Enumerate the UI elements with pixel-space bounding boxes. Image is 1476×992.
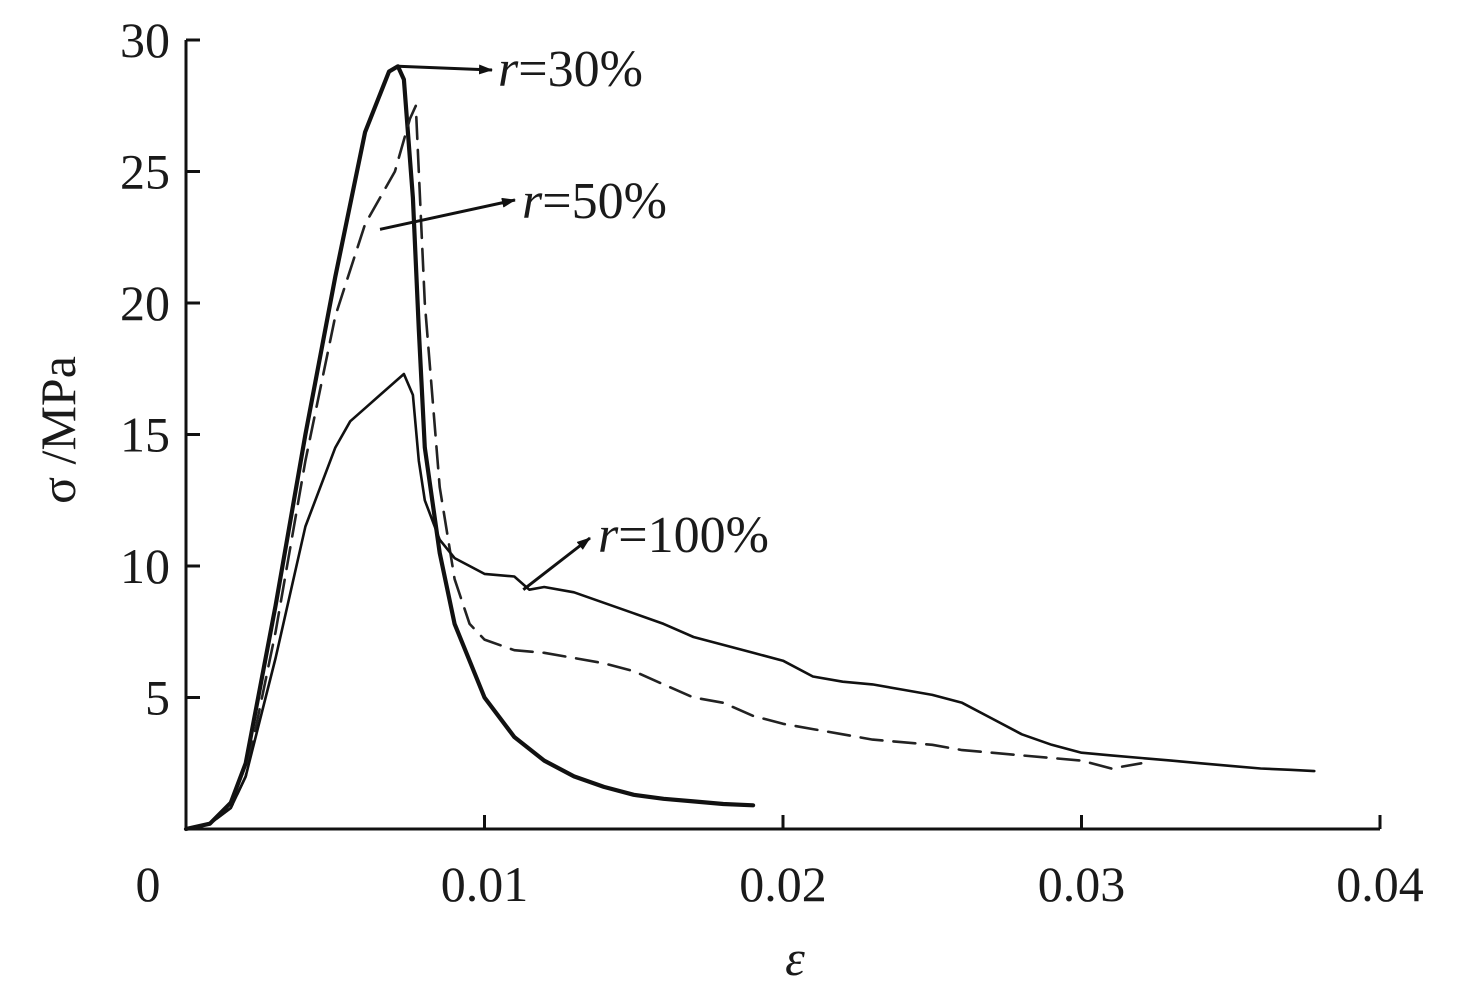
annotation-prefix: r [522,173,543,230]
annotation-arrow [397,64,493,75]
axes: 5 10 15 20 25 30 0 0.01 0.02 0.03 0.04 [120,12,1424,912]
x-tick-label: 0.04 [1336,856,1424,912]
y-axis-label: σ /MPa [30,356,86,504]
y-tick-label: 30 [120,12,170,68]
series-line-30pct [183,64,756,832]
annotation-arrow [522,536,591,591]
y-tick-label: 5 [145,670,170,726]
x-tick-label: 0.02 [739,856,827,912]
y-tick-label: 20 [120,275,170,331]
annotation-label: r=100% [598,507,769,564]
y-tick-label: 10 [120,538,170,594]
x-tick-label: 0 [136,856,161,912]
series-lines [183,64,1316,832]
y-tick-label: 25 [120,144,170,200]
annotation-prefix: r [598,507,619,564]
x-tick-label: 0.01 [441,856,529,912]
annotation-label: r=30% [498,41,643,98]
annotation-value: =100% [618,507,769,564]
annotation-arrow [379,197,516,231]
series-line-100pct [184,372,1316,831]
y-tick-label: 15 [120,407,170,463]
x-axis-label: ε [785,930,805,986]
annotations: r=30%r=50%r=100% [379,41,769,591]
annotation-label: r=50% [522,173,667,230]
x-tick-label: 0.03 [1038,856,1126,912]
annotation-value: =50% [542,173,667,230]
annotation-value: =30% [518,41,643,98]
series-line-50pct [184,104,1143,831]
annotation-prefix: r [498,41,519,98]
